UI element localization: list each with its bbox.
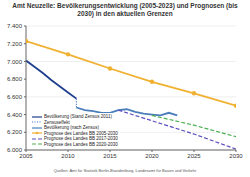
html-text:Quellen: Amt für Statistik Ber: Quellen: Amt für Statistik Berlin-Brande…	[53, 168, 197, 173]
html-text:Bevölkerung (nach Zensus): Bevölkerung (nach Zensus)	[44, 125, 99, 130]
svg-text:6.400: 6.400	[7, 112, 23, 118]
svg-text:7.400: 7.400	[7, 23, 23, 29]
svg-text:6.800: 6.800	[7, 76, 23, 82]
html-text:Zensuseffekt: Zensuseffekt	[44, 119, 70, 125]
svg-text:6.000: 6.000	[7, 147, 23, 153]
svg-text:6.200: 6.200	[7, 129, 23, 135]
svg-text:2020: 2020	[145, 153, 159, 159]
svg-text:7.200: 7.200	[7, 41, 23, 47]
html-text:Prognose des Landes BB 2017-20: Prognose des Landes BB 2017-2030	[44, 136, 118, 141]
html-text:Bevölkerung (Stand Zensus 2011: Bevölkerung (Stand Zensus 2011)	[44, 114, 112, 119]
svg-text:2030: 2030	[229, 153, 243, 159]
svg-text:2010: 2010	[61, 153, 75, 159]
html-text:Amt Neuzelle: Bevölkerungsentw: Amt Neuzelle: Bevölkerungsentwicklung (2…	[12, 2, 238, 17]
svg-text:6.600: 6.600	[7, 94, 23, 100]
html-text:Prognose des Landes BB 2020-20: Prognose des Landes BB 2020-2030	[44, 141, 118, 147]
svg-text:2005: 2005	[19, 153, 33, 159]
svg-text:7.000: 7.000	[7, 59, 23, 65]
svg-text:2025: 2025	[187, 153, 201, 159]
html-text:Prognose des Landes BB 2005-20: Prognose des Landes BB 2005-2030	[44, 130, 118, 136]
svg-text:2015: 2015	[103, 153, 117, 159]
